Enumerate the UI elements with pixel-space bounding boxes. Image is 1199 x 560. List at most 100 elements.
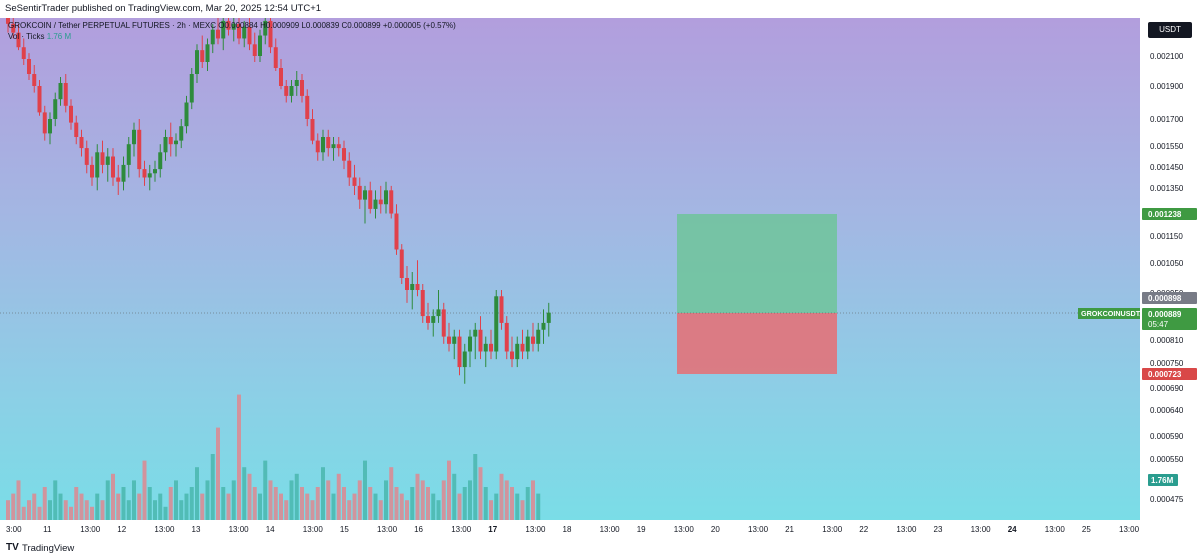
candle-body [321, 137, 325, 153]
candle-body [483, 343, 488, 352]
publish-bar: SeSentirTrader published on TradingView.… [0, 0, 1199, 18]
candle-body [11, 23, 16, 33]
volume-bar [16, 480, 21, 520]
volume-legend-value: 1.76 M [46, 32, 72, 41]
volume-bar [520, 500, 525, 520]
volume-bar [242, 467, 247, 520]
price-axis[interactable]: 0.002100 0.001900 0.001700 0.001550 0.001450… [1140, 18, 1199, 520]
chart-area[interactable]: GROKCOIN / Tether PERPETUAL FUTURES · 2h… [0, 18, 1140, 520]
candle-body [163, 137, 168, 153]
volume-bar [105, 480, 110, 520]
candle-body [200, 50, 205, 62]
candle-body [100, 152, 105, 165]
volume-bar [389, 467, 394, 520]
time-tick-label: 13:00 [377, 525, 398, 534]
currency-badge[interactable]: USDT [1148, 22, 1192, 38]
volume-bar [27, 500, 31, 520]
volume-bar [263, 460, 268, 520]
candle-body [457, 336, 462, 368]
volume-legend: Vol · Ticks 1.76 M [8, 32, 71, 41]
volume-bar [462, 487, 467, 520]
volume-bar [237, 394, 241, 520]
volume-bar [132, 480, 136, 520]
candle-body [37, 86, 42, 113]
candle-body [74, 122, 79, 137]
candle-body [394, 213, 399, 250]
candle-body [373, 199, 378, 209]
time-tick-label: 13:00 [1045, 525, 1066, 534]
volume-bar [310, 500, 315, 520]
candle-body [195, 50, 199, 74]
volume-bar [6, 500, 10, 520]
candle-body [331, 144, 336, 149]
symbol-tag-text: GROKCOINUSDT.P [1081, 309, 1140, 318]
time-tick-label: 14 [266, 525, 275, 534]
candle-body [352, 177, 357, 186]
candle-body [399, 249, 404, 278]
candle-body [315, 140, 320, 153]
candle-body [378, 199, 383, 205]
volume-bar [42, 487, 47, 520]
candle-body [347, 160, 352, 178]
candle-body [79, 137, 84, 149]
candle-body [431, 316, 436, 323]
volume-bar [273, 487, 278, 520]
candle-body [342, 148, 346, 161]
candle-body [326, 137, 331, 149]
candle-body [242, 26, 247, 39]
candle-body [121, 164, 126, 182]
volume-bar [32, 493, 37, 520]
time-tick-label: 13:00 [154, 525, 175, 534]
candle-body [84, 148, 89, 165]
price-tick-label: 0.002100 [1150, 52, 1184, 61]
candle-body [32, 74, 37, 86]
candle-body [263, 20, 268, 36]
time-axis[interactable]: 3:00 11 13:00 12 13:00 13 13:00 14 13:00 15 13:00 1… [0, 520, 1140, 538]
volume-bar [368, 487, 373, 520]
volume-bar [100, 500, 105, 520]
volume-bar [525, 487, 530, 520]
time-tick-label: 13:00 [303, 525, 324, 534]
volume-bar [11, 493, 16, 520]
candle-body [231, 23, 236, 30]
volume-bar [179, 500, 184, 520]
volume-bar [69, 506, 73, 520]
volume-bar [153, 500, 157, 520]
candle-body [525, 336, 530, 352]
candle-body [258, 35, 262, 56]
candle-body [216, 29, 220, 39]
volume-bar [352, 493, 357, 520]
candle-body [69, 105, 73, 123]
volume-bar [347, 500, 352, 520]
candle-body [184, 102, 189, 127]
time-tick-label: 13:00 [896, 525, 917, 534]
publish-info: SeSentirTrader published on TradingView.… [5, 3, 322, 14]
candle-body [284, 86, 289, 96]
volume-bar [394, 487, 399, 520]
candle-body [142, 169, 147, 178]
volume-bar [378, 500, 383, 520]
volume-bar [289, 480, 294, 520]
candle-body [27, 59, 31, 74]
volume-bar [478, 467, 483, 520]
volume-bar [174, 480, 178, 520]
candle-body [221, 20, 226, 39]
volume-bar [90, 506, 94, 520]
volume-bar [531, 480, 535, 520]
volume-bar [504, 480, 509, 520]
stop-price-badge-text: 0.000723 [1148, 370, 1182, 379]
price-tick-label: 0.001700 [1150, 115, 1184, 124]
stop-zone [677, 313, 837, 374]
volume-bar [226, 493, 231, 520]
time-tick-label: 13:00 [80, 525, 101, 534]
price-tick-label: 0.000640 [1150, 406, 1184, 415]
marker-price-badge [1142, 292, 1197, 305]
candle-body [111, 156, 115, 178]
time-tick-label: 16 [414, 525, 423, 534]
candle-body [420, 290, 425, 317]
volume-bar [221, 487, 226, 520]
volume-bar [111, 473, 115, 520]
volume-bar [158, 493, 163, 520]
time-tick-label: 13:00 [748, 525, 769, 534]
time-tick-label: 21 [785, 525, 794, 534]
